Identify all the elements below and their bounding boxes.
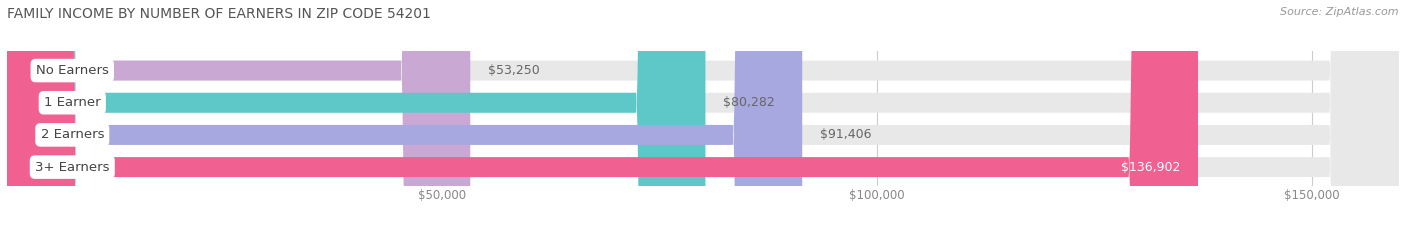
Text: No Earners: No Earners	[35, 64, 108, 77]
Text: Source: ZipAtlas.com: Source: ZipAtlas.com	[1281, 7, 1399, 17]
Text: 2 Earners: 2 Earners	[41, 128, 104, 141]
Text: 3+ Earners: 3+ Earners	[35, 161, 110, 174]
FancyBboxPatch shape	[7, 0, 803, 233]
Text: FAMILY INCOME BY NUMBER OF EARNERS IN ZIP CODE 54201: FAMILY INCOME BY NUMBER OF EARNERS IN ZI…	[7, 7, 430, 21]
Text: $91,406: $91,406	[820, 128, 872, 141]
FancyBboxPatch shape	[7, 0, 1198, 233]
FancyBboxPatch shape	[7, 0, 470, 233]
FancyBboxPatch shape	[7, 0, 1399, 233]
FancyBboxPatch shape	[7, 0, 1399, 233]
Text: $80,282: $80,282	[723, 96, 775, 109]
Text: $136,902: $136,902	[1121, 161, 1181, 174]
FancyBboxPatch shape	[7, 0, 706, 233]
Text: $53,250: $53,250	[488, 64, 540, 77]
Text: 1 Earner: 1 Earner	[44, 96, 101, 109]
FancyBboxPatch shape	[7, 0, 1399, 233]
FancyBboxPatch shape	[7, 0, 1399, 233]
